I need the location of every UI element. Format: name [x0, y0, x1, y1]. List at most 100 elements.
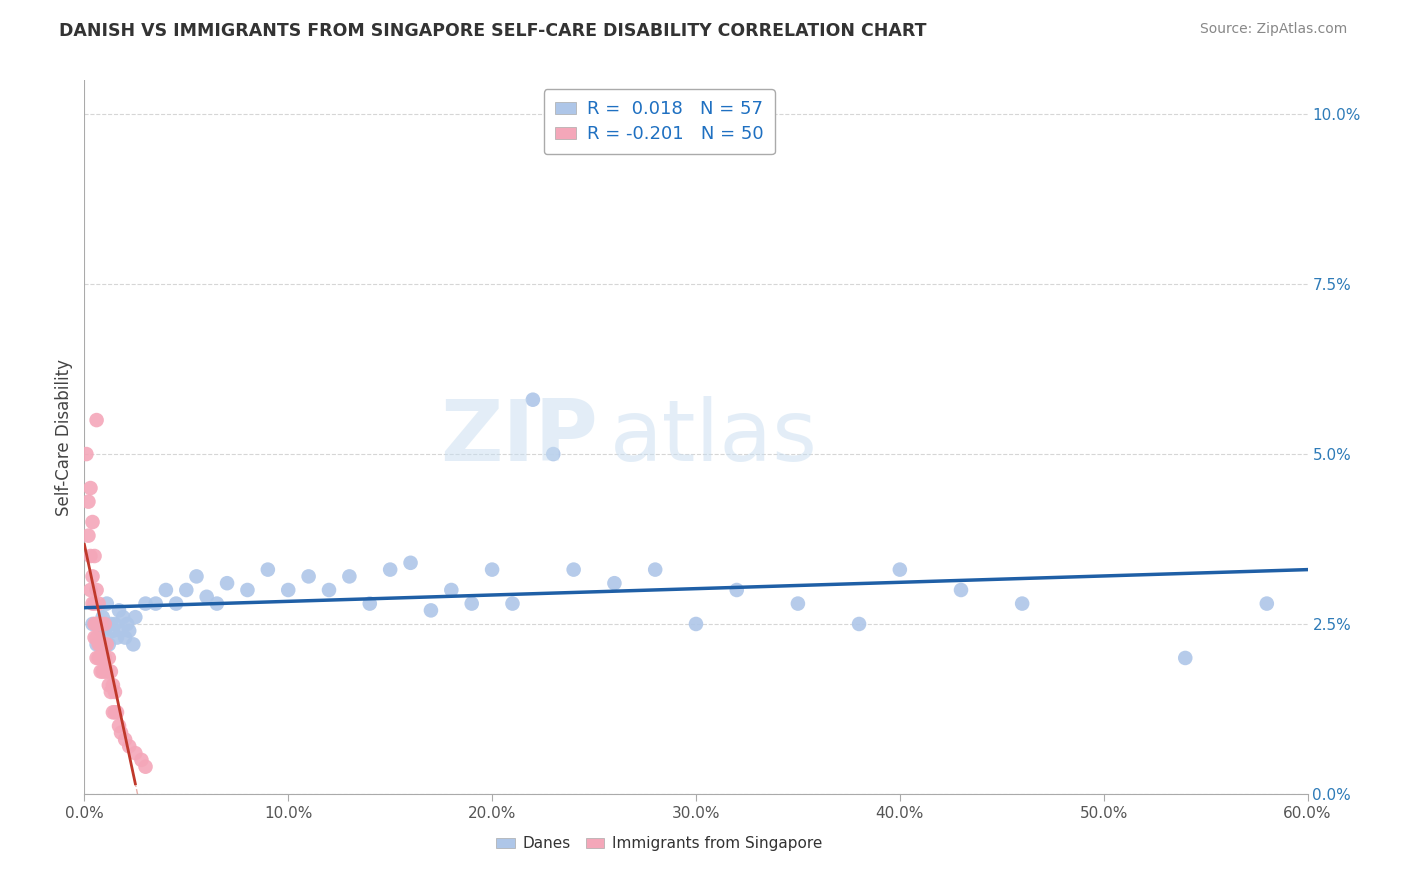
Point — [101, 706, 124, 720]
Point — [86, 637, 108, 651]
Point — [644, 563, 666, 577]
Point — [118, 624, 141, 638]
Point — [118, 739, 141, 754]
Legend: Danes, Immigrants from Singapore: Danes, Immigrants from Singapore — [491, 830, 828, 857]
Point — [100, 617, 122, 632]
Point — [257, 563, 280, 577]
Point — [145, 597, 167, 611]
Text: Source: ZipAtlas.com: Source: ZipAtlas.com — [1199, 22, 1347, 37]
Point — [104, 685, 127, 699]
Point — [90, 665, 112, 679]
Point — [685, 617, 707, 632]
Point — [114, 631, 136, 645]
Point — [131, 753, 153, 767]
Point — [543, 447, 565, 461]
Point — [1174, 651, 1197, 665]
Point — [104, 706, 127, 720]
Point — [155, 582, 177, 597]
Point — [440, 582, 463, 597]
Point — [725, 582, 748, 597]
Point — [86, 631, 108, 645]
Point — [174, 582, 197, 597]
Point — [91, 651, 114, 665]
Point — [87, 597, 110, 611]
Point — [96, 597, 118, 611]
Point — [114, 732, 136, 747]
Point — [104, 617, 127, 632]
Point — [79, 549, 101, 563]
Point — [93, 617, 115, 632]
Point — [1011, 597, 1033, 611]
Point — [318, 582, 340, 597]
Point — [97, 678, 120, 692]
Point — [93, 665, 115, 679]
Point — [277, 582, 299, 597]
Point — [110, 624, 132, 638]
Point — [105, 631, 128, 645]
Point — [420, 603, 443, 617]
Point — [481, 563, 503, 577]
Point — [77, 494, 100, 508]
Point — [122, 637, 145, 651]
Point — [112, 610, 135, 624]
Point — [787, 597, 810, 611]
Point — [359, 597, 381, 611]
Point — [97, 637, 120, 651]
Point — [91, 637, 114, 651]
Point — [108, 719, 131, 733]
Point — [124, 610, 146, 624]
Point — [1256, 597, 1278, 611]
Point — [87, 617, 110, 632]
Point — [86, 582, 108, 597]
Point — [502, 597, 524, 611]
Point — [124, 746, 146, 760]
Point — [86, 413, 108, 427]
Text: DANISH VS IMMIGRANTS FROM SINGAPORE SELF-CARE DISABILITY CORRELATION CHART: DANISH VS IMMIGRANTS FROM SINGAPORE SELF… — [59, 22, 927, 40]
Y-axis label: Self-Care Disability: Self-Care Disability — [55, 359, 73, 516]
Point — [115, 617, 138, 632]
Point — [195, 590, 218, 604]
Point — [101, 678, 124, 692]
Point — [83, 549, 105, 563]
Point — [82, 617, 104, 632]
Point — [91, 665, 114, 679]
Point — [298, 569, 321, 583]
Point — [83, 597, 105, 611]
Point — [82, 597, 104, 611]
Point — [562, 563, 585, 577]
Point — [86, 617, 108, 632]
Point — [75, 447, 97, 461]
Point — [135, 597, 157, 611]
Point — [87, 617, 110, 632]
Text: ZIP: ZIP — [440, 395, 598, 479]
Point — [135, 760, 157, 774]
Point — [93, 651, 115, 665]
Point — [461, 597, 484, 611]
Text: atlas: atlas — [610, 395, 818, 479]
Point — [950, 582, 973, 597]
Point — [79, 582, 101, 597]
Point — [86, 651, 108, 665]
Point — [90, 617, 112, 632]
Point — [108, 603, 131, 617]
Point — [848, 617, 870, 632]
Point — [217, 576, 239, 591]
Point — [100, 665, 122, 679]
Point — [87, 651, 110, 665]
Point — [91, 610, 114, 624]
Point — [236, 582, 259, 597]
Point — [101, 624, 124, 638]
Point — [96, 665, 118, 679]
Point — [96, 637, 118, 651]
Point — [87, 637, 110, 651]
Point — [82, 569, 104, 583]
Point — [186, 569, 208, 583]
Point — [339, 569, 361, 583]
Point — [83, 617, 105, 632]
Point — [522, 392, 544, 407]
Point — [77, 528, 100, 542]
Point — [90, 651, 112, 665]
Point — [83, 631, 105, 645]
Point — [889, 563, 911, 577]
Point — [399, 556, 422, 570]
